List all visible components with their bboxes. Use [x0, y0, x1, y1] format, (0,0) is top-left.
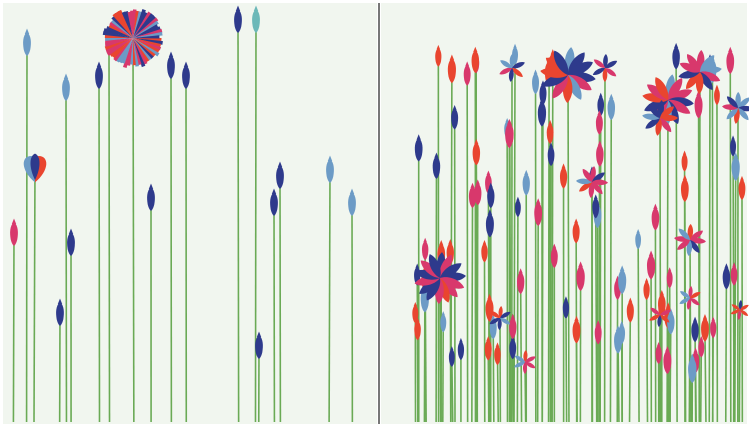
stem: [521, 284, 522, 422]
flower-scene: [0, 0, 749, 426]
stem: [238, 22, 239, 422]
stem: [670, 324, 671, 422]
stem: [552, 66, 553, 422]
stem: [497, 356, 498, 422]
stem: [647, 291, 648, 422]
stem: [329, 172, 330, 422]
stem: [659, 315, 660, 422]
stem: [109, 45, 110, 422]
stem: [596, 209, 597, 422]
stem: [568, 75, 569, 422]
stem: [726, 279, 727, 422]
stem: [472, 198, 473, 422]
stem: [638, 241, 639, 422]
stem: [538, 215, 539, 422]
stem: [735, 169, 736, 422]
stem: [452, 359, 453, 422]
stem: [99, 78, 100, 422]
stem: [493, 329, 494, 422]
stem: [705, 331, 706, 422]
stem: [699, 72, 700, 422]
stem: [709, 67, 710, 422]
stem: [477, 195, 478, 422]
stem: [618, 342, 619, 422]
stem: [630, 312, 631, 422]
stem: [689, 298, 690, 422]
stem: [713, 330, 714, 422]
stem: [739, 310, 740, 422]
stem: [13, 235, 14, 422]
stem: [255, 22, 256, 422]
stem: [610, 110, 611, 422]
stem: [576, 332, 577, 422]
stem: [701, 349, 702, 422]
stem: [133, 40, 134, 422]
stem: [34, 168, 35, 422]
stem: [566, 310, 567, 422]
stem: [542, 95, 543, 422]
stem: [685, 191, 686, 422]
stem: [517, 209, 518, 422]
page: (() => { const data = JSON.parse(documen…: [0, 0, 749, 426]
